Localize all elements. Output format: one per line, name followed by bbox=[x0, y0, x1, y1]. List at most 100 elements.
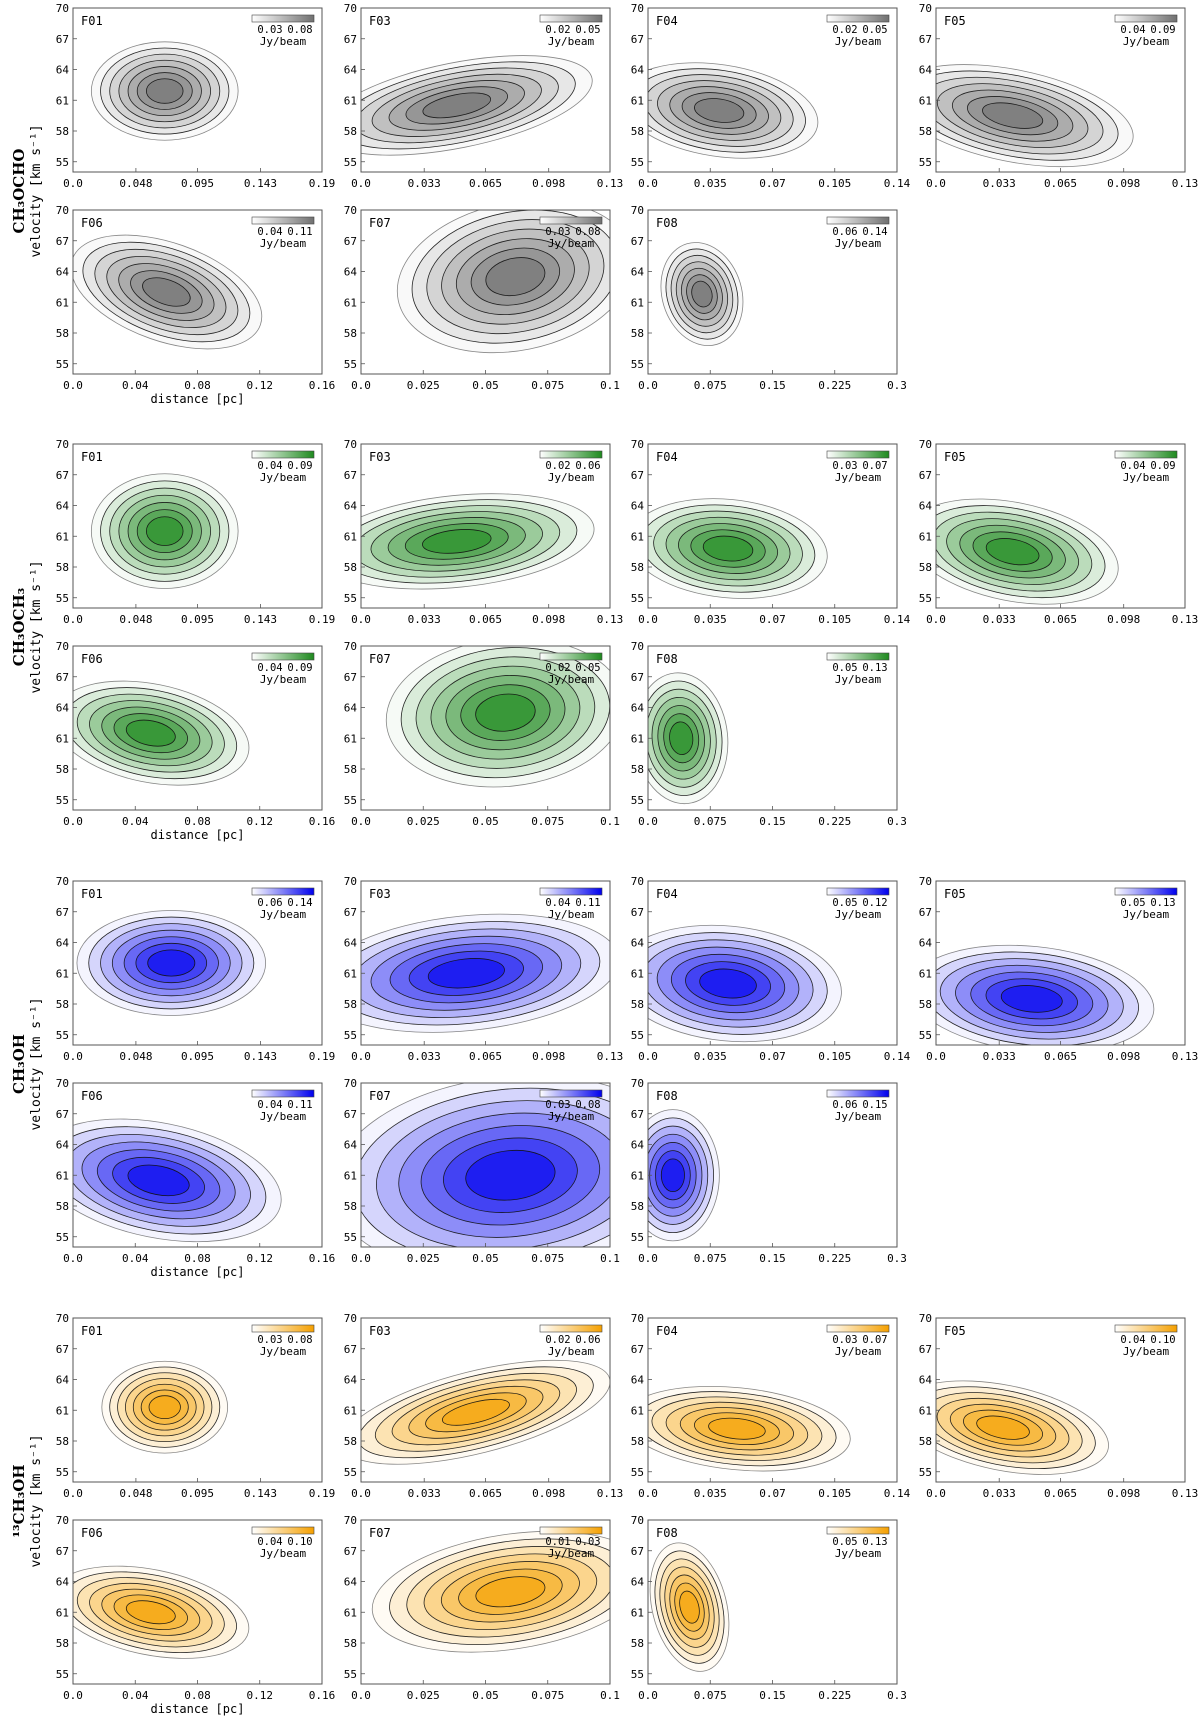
colorbar bbox=[539, 1089, 603, 1098]
colorbar bbox=[826, 216, 890, 225]
y-tick-label: 55 bbox=[56, 1466, 69, 1479]
colorbar-unit: Jy/beam bbox=[260, 237, 307, 250]
x-tick-label: 0.065 bbox=[1044, 1050, 1077, 1063]
y-tick-label: 55 bbox=[631, 1029, 644, 1042]
y-tick-label: 64 bbox=[631, 500, 645, 513]
x-tick-label: 0.13 bbox=[597, 613, 624, 626]
y-tick-label: 58 bbox=[919, 561, 932, 574]
y-tick-label: 67 bbox=[631, 469, 644, 482]
colorbar-unit: Jy/beam bbox=[260, 1345, 307, 1358]
colorbar-unit: Jy/beam bbox=[548, 908, 595, 921]
x-tick-label: 0.0 bbox=[638, 1252, 658, 1265]
panel-label: F04 bbox=[656, 450, 678, 464]
x-tick-label: 0.13 bbox=[1172, 1487, 1199, 1500]
colorbar-tick-label: 0.14 bbox=[287, 897, 312, 909]
x-tick-label: 0.12 bbox=[247, 815, 274, 828]
y-tick-label: 58 bbox=[344, 1637, 357, 1650]
x-tick-label: 0.075 bbox=[694, 379, 727, 392]
y-tick-label: 64 bbox=[631, 64, 645, 77]
colorbar-tick-label: 0.04 bbox=[1120, 24, 1145, 36]
x-tick-label: 0.0 bbox=[926, 177, 946, 190]
colorbar bbox=[539, 216, 603, 225]
colorbar-tick-label: 0.03 bbox=[545, 226, 570, 238]
panel-label: F06 bbox=[81, 216, 103, 230]
x-tick-label: 0.033 bbox=[408, 177, 441, 190]
colorbar-tick-label: 0.05 bbox=[832, 662, 857, 674]
colorbar bbox=[1114, 887, 1178, 896]
colorbar-unit: Jy/beam bbox=[260, 908, 307, 921]
y-tick-label: 61 bbox=[56, 967, 69, 980]
x-tick-label: 0.12 bbox=[247, 1689, 274, 1702]
x-tick-label: 0.0 bbox=[351, 1252, 371, 1265]
panel-label: F07 bbox=[369, 652, 391, 666]
y-tick-label: 55 bbox=[56, 358, 69, 371]
y-tick-label: 55 bbox=[344, 794, 357, 807]
y-tick-label: 61 bbox=[56, 1606, 69, 1619]
y-tick-label: 64 bbox=[56, 64, 70, 77]
x-tick-label: 0.225 bbox=[818, 1689, 851, 1702]
y-tick-label: 67 bbox=[56, 235, 69, 248]
x-tick-label: 0.095 bbox=[181, 1487, 214, 1500]
x-tick-label: 0.0 bbox=[63, 177, 83, 190]
x-tick-label: 0.095 bbox=[181, 177, 214, 190]
y-tick-label: 64 bbox=[56, 1374, 70, 1387]
y-tick-label: 58 bbox=[344, 561, 357, 574]
x-tick-label: 0.04 bbox=[122, 815, 149, 828]
colorbar-tick-label: 0.03 bbox=[575, 1536, 600, 1548]
panel-label: F01 bbox=[81, 1324, 103, 1338]
x-tick-label: 0.13 bbox=[1172, 1050, 1199, 1063]
emission-map bbox=[361, 1359, 610, 1465]
x-tick-label: 0.0 bbox=[638, 815, 658, 828]
x-tick-label: 0.065 bbox=[1044, 1487, 1077, 1500]
colorbar-tick-label: 0.04 bbox=[1120, 1334, 1145, 1346]
colorbar-tick-label: 0.05 bbox=[1120, 897, 1145, 909]
x-tick-label: 0.1 bbox=[600, 1252, 620, 1265]
y-tick-label: 58 bbox=[56, 561, 69, 574]
y-tick-label: 67 bbox=[344, 906, 357, 919]
x-tick-label: 0.0 bbox=[926, 613, 946, 626]
panel-label: F05 bbox=[944, 887, 966, 901]
x-tick-label: 0.12 bbox=[247, 379, 274, 392]
x-tick-label: 0.1 bbox=[600, 379, 620, 392]
colorbar-tick-label: 0.04 bbox=[257, 226, 282, 238]
x-tick-label: 0.0 bbox=[351, 1487, 371, 1500]
y-tick-label: 67 bbox=[344, 235, 357, 248]
y-tick-label: 58 bbox=[344, 125, 357, 138]
colorbar-tick-label: 0.05 bbox=[832, 1536, 857, 1548]
intensity-level bbox=[145, 78, 184, 104]
colorbar-tick-label: 0.09 bbox=[287, 460, 312, 472]
y-tick-label: 64 bbox=[631, 1139, 645, 1152]
x-tick-label: 0.048 bbox=[119, 1487, 152, 1500]
colorbar-tick-label: 0.01 bbox=[545, 1536, 570, 1548]
panel-label: F03 bbox=[369, 450, 391, 464]
colorbar-unit: Jy/beam bbox=[260, 673, 307, 686]
x-tick-label: 0.098 bbox=[1107, 1487, 1140, 1500]
y-tick-label: 64 bbox=[56, 1139, 70, 1152]
y-tick-label: 67 bbox=[919, 1343, 932, 1356]
y-tick-label: 58 bbox=[631, 998, 644, 1011]
y-tick-label: 58 bbox=[631, 561, 644, 574]
y-tick-label: 58 bbox=[56, 763, 69, 776]
intensity-level bbox=[699, 968, 757, 999]
colorbar-unit: Jy/beam bbox=[1123, 35, 1170, 48]
y-tick-label: 67 bbox=[56, 469, 69, 482]
y-tick-label: 61 bbox=[56, 94, 69, 107]
y-tick-label: 61 bbox=[56, 1169, 69, 1182]
colorbar-tick-label: 0.11 bbox=[575, 897, 600, 909]
x-tick-label: 0.05 bbox=[472, 379, 499, 392]
x-tick-label: 0.14 bbox=[884, 177, 911, 190]
molecule-label: ¹³CH₃OHvelocity [km s⁻¹] bbox=[10, 1434, 44, 1567]
emission-map bbox=[936, 64, 1134, 168]
y-tick-label: 70 bbox=[344, 1514, 357, 1527]
colorbar bbox=[539, 652, 603, 661]
x-tick-label: 0.0 bbox=[351, 1050, 371, 1063]
y-tick-label: 70 bbox=[56, 204, 69, 217]
